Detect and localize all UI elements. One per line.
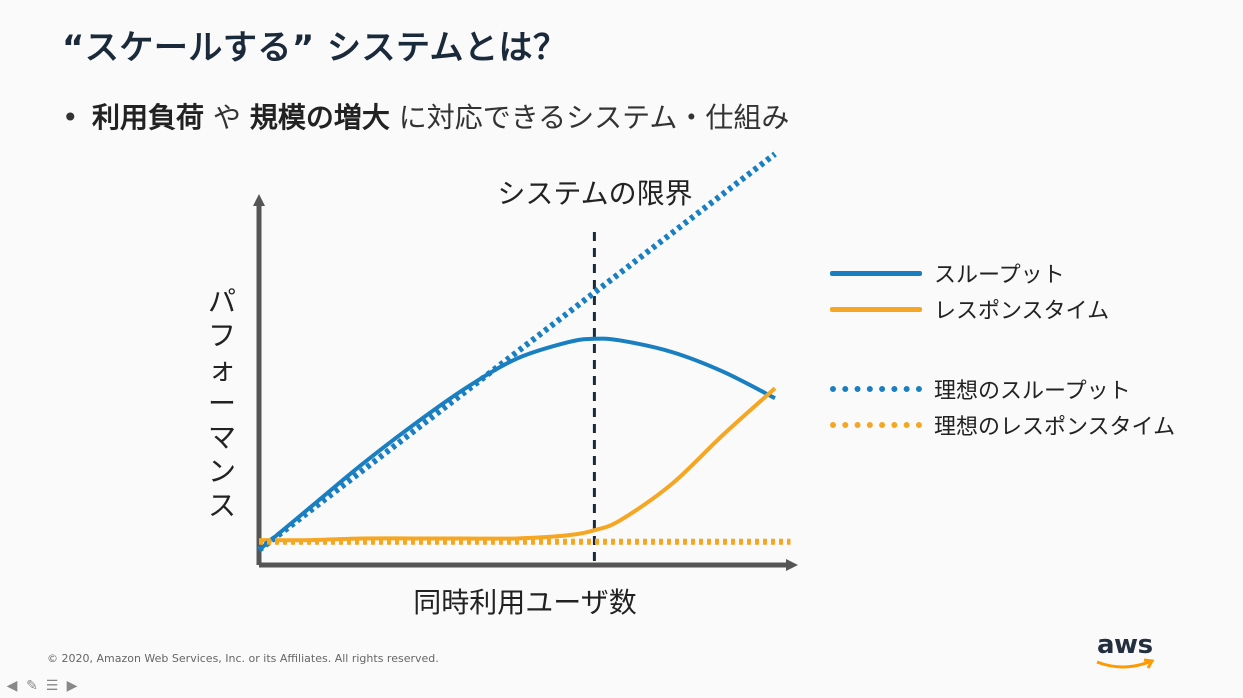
bullet-text-1: や	[204, 101, 250, 134]
legend-item-ideal-response: 理想のレスポンスタイム	[830, 407, 1175, 443]
pen-icon[interactable]: ✎	[26, 678, 38, 694]
bullet-bold-load: 利用負荷	[92, 101, 205, 134]
presentation-nav: ◀ ✎ ☰ ▶	[4, 678, 80, 694]
bullet-point: • 利用負荷 や 規模の増大 に対応できるシステム・仕組み	[62, 96, 789, 136]
legend-swatch	[830, 422, 922, 428]
series-line-0	[257, 336, 776, 552]
legend-label: 理想のスループット	[934, 379, 1131, 404]
bullet-bold-scale: 規模の増大	[249, 101, 390, 134]
aws-smile-icon	[1096, 658, 1155, 669]
legend-label: スループット	[934, 263, 1065, 288]
y-axis-label: パフォーマンス	[207, 285, 236, 522]
legend-swatch	[830, 386, 922, 392]
legend-label: レスポンスタイム	[934, 299, 1110, 324]
limit-annotation: システムの限界	[497, 177, 692, 210]
plot-area	[257, 151, 791, 562]
legend-swatch	[830, 270, 922, 276]
menu-icon[interactable]: ☰	[45, 678, 59, 694]
arrow-left-icon[interactable]: ◀	[6, 678, 18, 694]
aws-logo-text: aws	[1097, 630, 1153, 660]
series-line-2	[257, 151, 777, 553]
x-axis-label: 同時利用ユーザ数	[413, 586, 636, 619]
legend-swatch	[830, 306, 922, 312]
bullet-text-2: に対応できるシステム・仕組み	[389, 101, 790, 134]
bullet-dot: •	[62, 101, 79, 134]
slide-title: “スケールする” システムとは？	[62, 28, 568, 68]
legend-item-ideal-throughput: 理想のスループット	[830, 371, 1175, 407]
legend-label: 理想のレスポンスタイム	[934, 415, 1176, 440]
legend-item-response: レスポンスタイム	[830, 291, 1175, 327]
series-line-1	[258, 386, 777, 543]
aws-logo: aws	[1096, 630, 1161, 676]
legend-item-throughput: スループット	[830, 255, 1175, 291]
copyright-footer: © 2020, Amazon Web Services, Inc. or its…	[47, 652, 439, 665]
chart-legend: スループット レスポンスタイム 理想のスループット 理想のレスポンスタイム	[830, 255, 1175, 443]
arrow-right-icon[interactable]: ▶	[66, 678, 78, 694]
